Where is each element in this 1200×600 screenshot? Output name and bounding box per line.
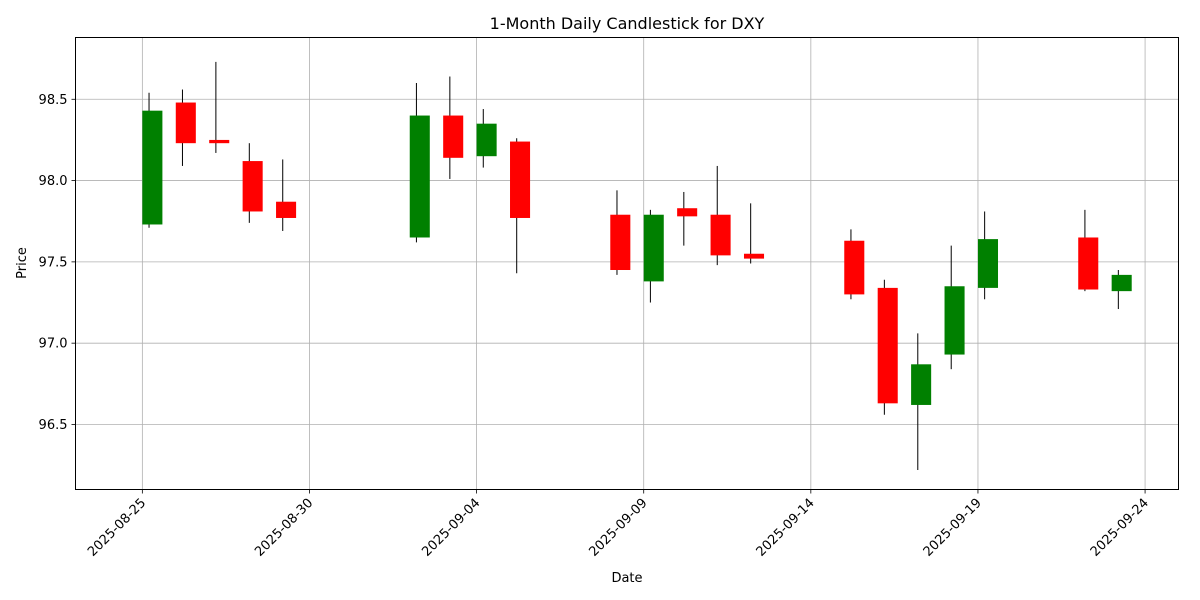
candles (142, 61, 1132, 470)
y-tick-label: 96.5 (39, 418, 68, 433)
candle-body (710, 214, 731, 256)
candle-down (877, 279, 898, 415)
candle-down (443, 76, 464, 179)
candle-down (175, 89, 196, 166)
candle-body (175, 102, 196, 144)
x-axis-title: Date (611, 571, 642, 586)
y-tick-label: 97.5 (39, 255, 68, 270)
plot-area-frame (75, 37, 1179, 490)
candle-up (643, 209, 664, 303)
candle-down (276, 159, 297, 231)
candle-body (743, 253, 765, 259)
y-axis-ticks: 96.5 97.0 97.5 98.0 98.5 (39, 93, 76, 433)
candle-body (610, 214, 631, 271)
candle-body (409, 115, 430, 238)
candle-down (242, 143, 263, 223)
candle-body (209, 139, 230, 144)
candle-up (476, 109, 497, 168)
y-tick-label: 97.0 (39, 337, 68, 352)
candle-up (944, 245, 965, 370)
candle-body (977, 239, 999, 288)
candle-body (911, 364, 932, 405)
candle-down (1078, 209, 1099, 292)
candle-body (944, 286, 965, 355)
candle-body (276, 201, 297, 218)
candle-down (209, 61, 230, 153)
candle-up (409, 83, 430, 243)
candle-up (911, 333, 932, 470)
y-tick-label: 98.0 (39, 174, 68, 189)
y-tick-label: 98.5 (39, 93, 68, 108)
candle-body (443, 115, 464, 158)
candle-down (844, 229, 865, 300)
candle-down (610, 190, 631, 275)
candle-body (142, 110, 163, 225)
candle-down (677, 191, 698, 246)
candle-down (510, 138, 531, 274)
candle-body (242, 161, 263, 212)
candle-up (1111, 270, 1132, 310)
candle-body (877, 287, 898, 404)
candle-body (1078, 237, 1099, 290)
candle-up (977, 211, 999, 300)
candle-down (743, 203, 765, 264)
candle-body (677, 208, 698, 217)
candle-body (844, 240, 865, 295)
y-axis-title: Price (15, 247, 30, 279)
candle-body (1111, 274, 1132, 292)
candle-up (142, 92, 163, 228)
chart-title: 1-Month Daily Candlestick for DXY (490, 14, 765, 33)
candle-body (643, 214, 664, 282)
candle-body (510, 141, 531, 218)
candle-down (710, 165, 731, 266)
candle-body (476, 123, 497, 157)
